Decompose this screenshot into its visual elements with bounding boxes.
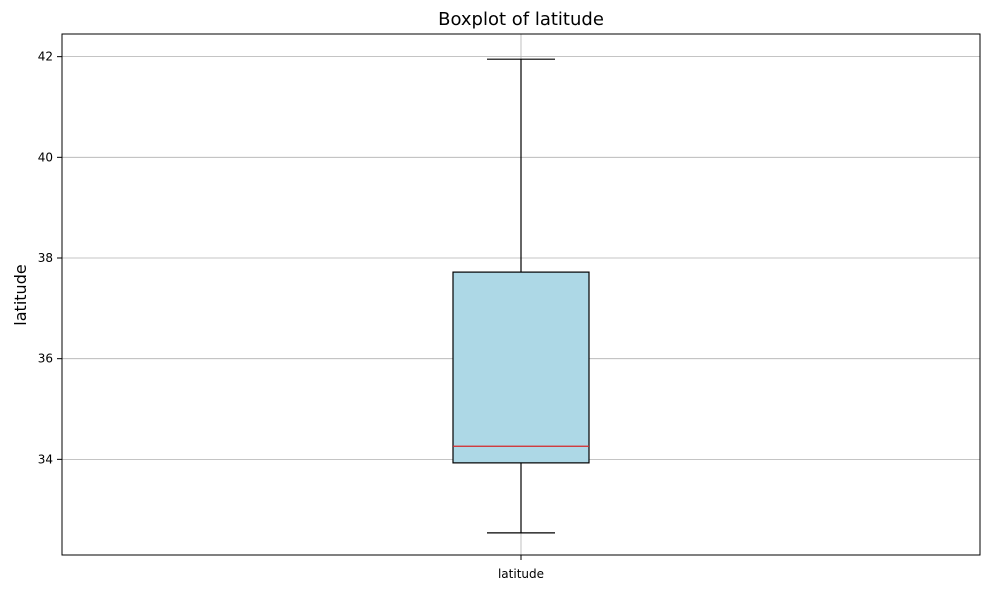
plot-frame: [61, 33, 981, 556]
x-tick-label: latitude: [498, 567, 544, 581]
boxes: [452, 58, 590, 534]
y-axis-label: latitude: [11, 264, 30, 325]
y-tick-label: 36: [38, 352, 53, 366]
y-tick-label: 40: [38, 150, 53, 164]
iqr-box: [452, 271, 590, 464]
y-tick-label: 38: [38, 251, 53, 265]
chart-title: Boxplot of latitude: [438, 9, 604, 30]
y-tick-label: 42: [38, 50, 53, 64]
y-tick-label: 34: [38, 452, 53, 466]
axis-ticks: 34 36 38 40 42 latitude: [38, 50, 544, 581]
